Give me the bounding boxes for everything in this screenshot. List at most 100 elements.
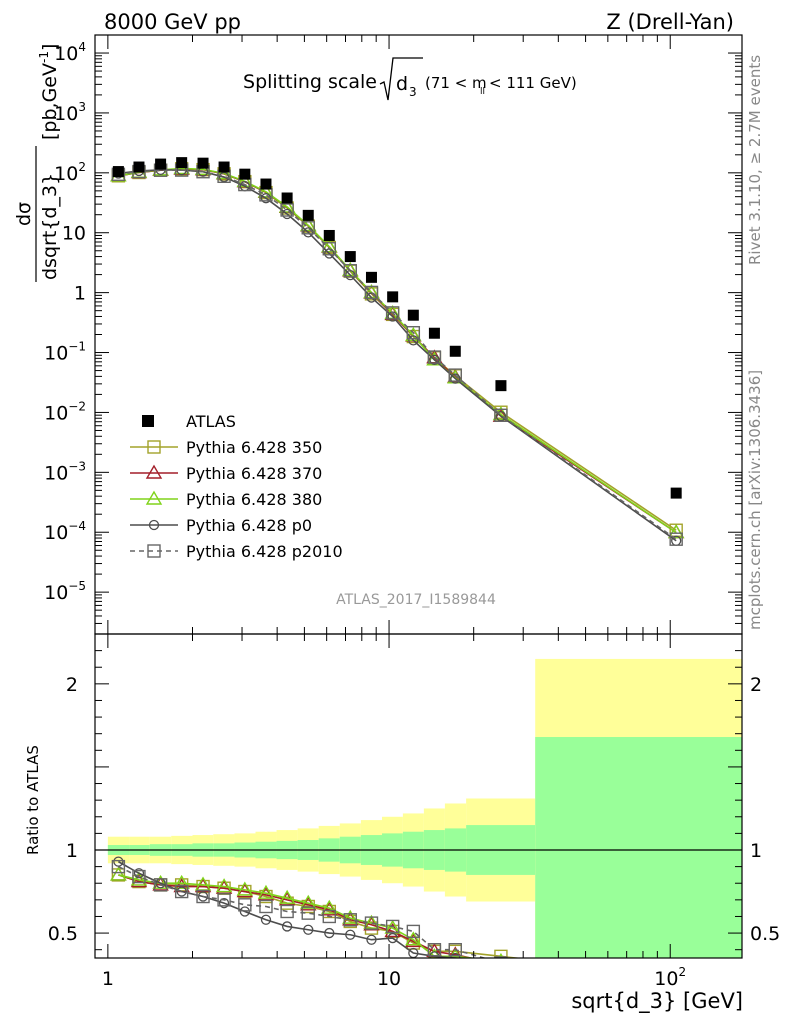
p0-ratio-marker xyxy=(176,886,187,897)
p2010-ratio-marker xyxy=(385,919,400,934)
p2010-ratio-marker xyxy=(174,884,189,899)
ratio-y-tick-label-left: 2 xyxy=(66,674,78,696)
ylabel-units-main: [pb,GeV xyxy=(39,63,61,140)
atlas-point xyxy=(197,157,209,169)
p380-ratio-marker xyxy=(363,914,380,929)
p380-main-marker xyxy=(278,198,296,213)
p0-ratio-marker xyxy=(303,924,314,935)
title-range-a: (71 < m xyxy=(425,74,487,92)
p2010-ratio-marker xyxy=(364,916,379,930)
p370-ratio-marker xyxy=(321,901,338,916)
p380-ratio-marker xyxy=(215,878,233,893)
y-tick-label-exp: −2 xyxy=(68,399,86,413)
p2010-ratio-marker xyxy=(494,956,508,958)
p0-ratio-marker xyxy=(113,856,124,867)
main-ylabel: dσ dsqrt{d_3} [pb,GeV-1] xyxy=(13,44,61,282)
p0-ratio-marker xyxy=(218,898,230,909)
p380-ratio-marker xyxy=(173,874,190,889)
p0-ratio-marker xyxy=(387,932,398,944)
atlas-point xyxy=(365,271,377,283)
atlas-point xyxy=(387,291,399,303)
y-tick-label-exp: −5 xyxy=(68,579,86,593)
p380-main-marker xyxy=(321,238,338,253)
p0-ratio-marker xyxy=(366,934,377,945)
legend-p350-marker xyxy=(147,440,161,454)
rivet-label: Rivet 3.1.10, ≥ 2.7M events xyxy=(746,55,764,265)
ratio-frame xyxy=(94,633,743,959)
ratio-y-tick-label-right: 2 xyxy=(750,674,762,696)
title-sqrt-sub: 3 xyxy=(409,85,417,99)
legend-p380-marker xyxy=(145,490,163,505)
p0-ratio-marker xyxy=(281,921,293,932)
analysis-id: ATLAS_2017_I1589844 xyxy=(336,592,496,608)
p2010-main-marker xyxy=(364,285,379,300)
p2010-ratio-marker xyxy=(153,878,168,892)
y-tick-label: 10−5 xyxy=(44,579,86,604)
p2010-main-marker xyxy=(301,221,315,235)
p370-ratio-marker xyxy=(110,866,127,881)
ratio-y-tick-label-left: 0.5 xyxy=(48,923,78,945)
atlas-point xyxy=(155,158,167,170)
p2010-main-marker xyxy=(427,350,442,364)
p2010-main-marker xyxy=(280,203,294,217)
plot-title: Splitting scale d 3 (71 < m ll < 111 GeV… xyxy=(243,57,577,101)
atlas-point xyxy=(407,309,419,321)
ratio-ylabel: Ratio to ATLAS xyxy=(24,745,42,855)
mcplots-label: mcplots.cern.ch [arXiv:1306.3436] xyxy=(746,370,764,630)
title-main: Splitting scale xyxy=(243,71,377,93)
legend-p0-marker xyxy=(148,519,160,531)
p370-ratio-marker xyxy=(448,946,463,958)
p2010-main-marker xyxy=(343,264,357,278)
ylabel-units-sup: -1 xyxy=(37,51,51,63)
atlas-point xyxy=(176,157,188,169)
title-range-b: < 111 GeV) xyxy=(489,74,577,92)
p0-main-line xyxy=(118,169,677,542)
p0-main-marker xyxy=(450,373,461,384)
p0-main-marker xyxy=(429,354,440,365)
p2010-main-marker xyxy=(494,408,508,422)
x-tick-label-exp: 2 xyxy=(678,965,686,979)
p0-ratio-marker xyxy=(133,868,145,879)
title-sqrt-arg: d xyxy=(396,73,408,95)
legend-p0-label: Pythia 6.428 p0 xyxy=(186,516,312,535)
p2010-main-marker xyxy=(322,242,336,256)
p380-ratio-marker xyxy=(130,871,148,886)
p0-ratio-marker xyxy=(260,914,272,925)
y-tick-label-base: 10 xyxy=(44,343,68,365)
ratio-uncertainty-bands xyxy=(107,658,742,958)
p0-main-marker xyxy=(408,335,419,346)
y-tick-label-base: 10 xyxy=(54,103,78,125)
atlas-point xyxy=(670,487,682,499)
y-tick-label: 102 xyxy=(54,160,86,185)
p0-ratio-marker xyxy=(345,929,356,940)
y-tick-label-exp: −3 xyxy=(68,459,86,473)
legend-p370-marker xyxy=(145,464,163,479)
p2010-main-marker xyxy=(385,306,400,320)
y-tick-label: 10−3 xyxy=(44,459,86,484)
p370-ratio-marker xyxy=(405,932,422,948)
p380-ratio-marker xyxy=(236,881,254,896)
atlas-point xyxy=(344,251,356,263)
ratio-y-tick-label-right: 0.5 xyxy=(750,923,780,945)
p380-main-marker xyxy=(667,524,685,539)
legend-p2010-label: Pythia 6.428 p2010 xyxy=(186,542,343,561)
atlas-point xyxy=(281,192,293,204)
y-tick-label: 10−1 xyxy=(44,340,86,365)
y-tick-label-base: 10 xyxy=(54,163,78,185)
energy-label: 8000 GeV pp xyxy=(104,10,241,34)
p380-ratio-marker xyxy=(257,884,275,899)
p2010-ratio-marker xyxy=(111,859,126,874)
y-tick-label-base: 10 xyxy=(44,462,68,484)
atlas-point xyxy=(133,161,145,173)
x-tick-label: 102 xyxy=(654,965,686,990)
legend-atlas-label: ATLAS xyxy=(186,412,236,431)
x-tick-label: 1 xyxy=(102,968,114,990)
p2010-ratio-marker xyxy=(132,869,146,884)
y-tick-label: 10 xyxy=(62,223,86,245)
p2010-ratio-marker xyxy=(448,942,462,957)
p380-ratio-marker xyxy=(300,894,317,909)
atlas-point xyxy=(218,161,230,173)
ylabel-units-end: ] xyxy=(39,44,61,51)
p2010-ratio-marker xyxy=(196,889,210,904)
